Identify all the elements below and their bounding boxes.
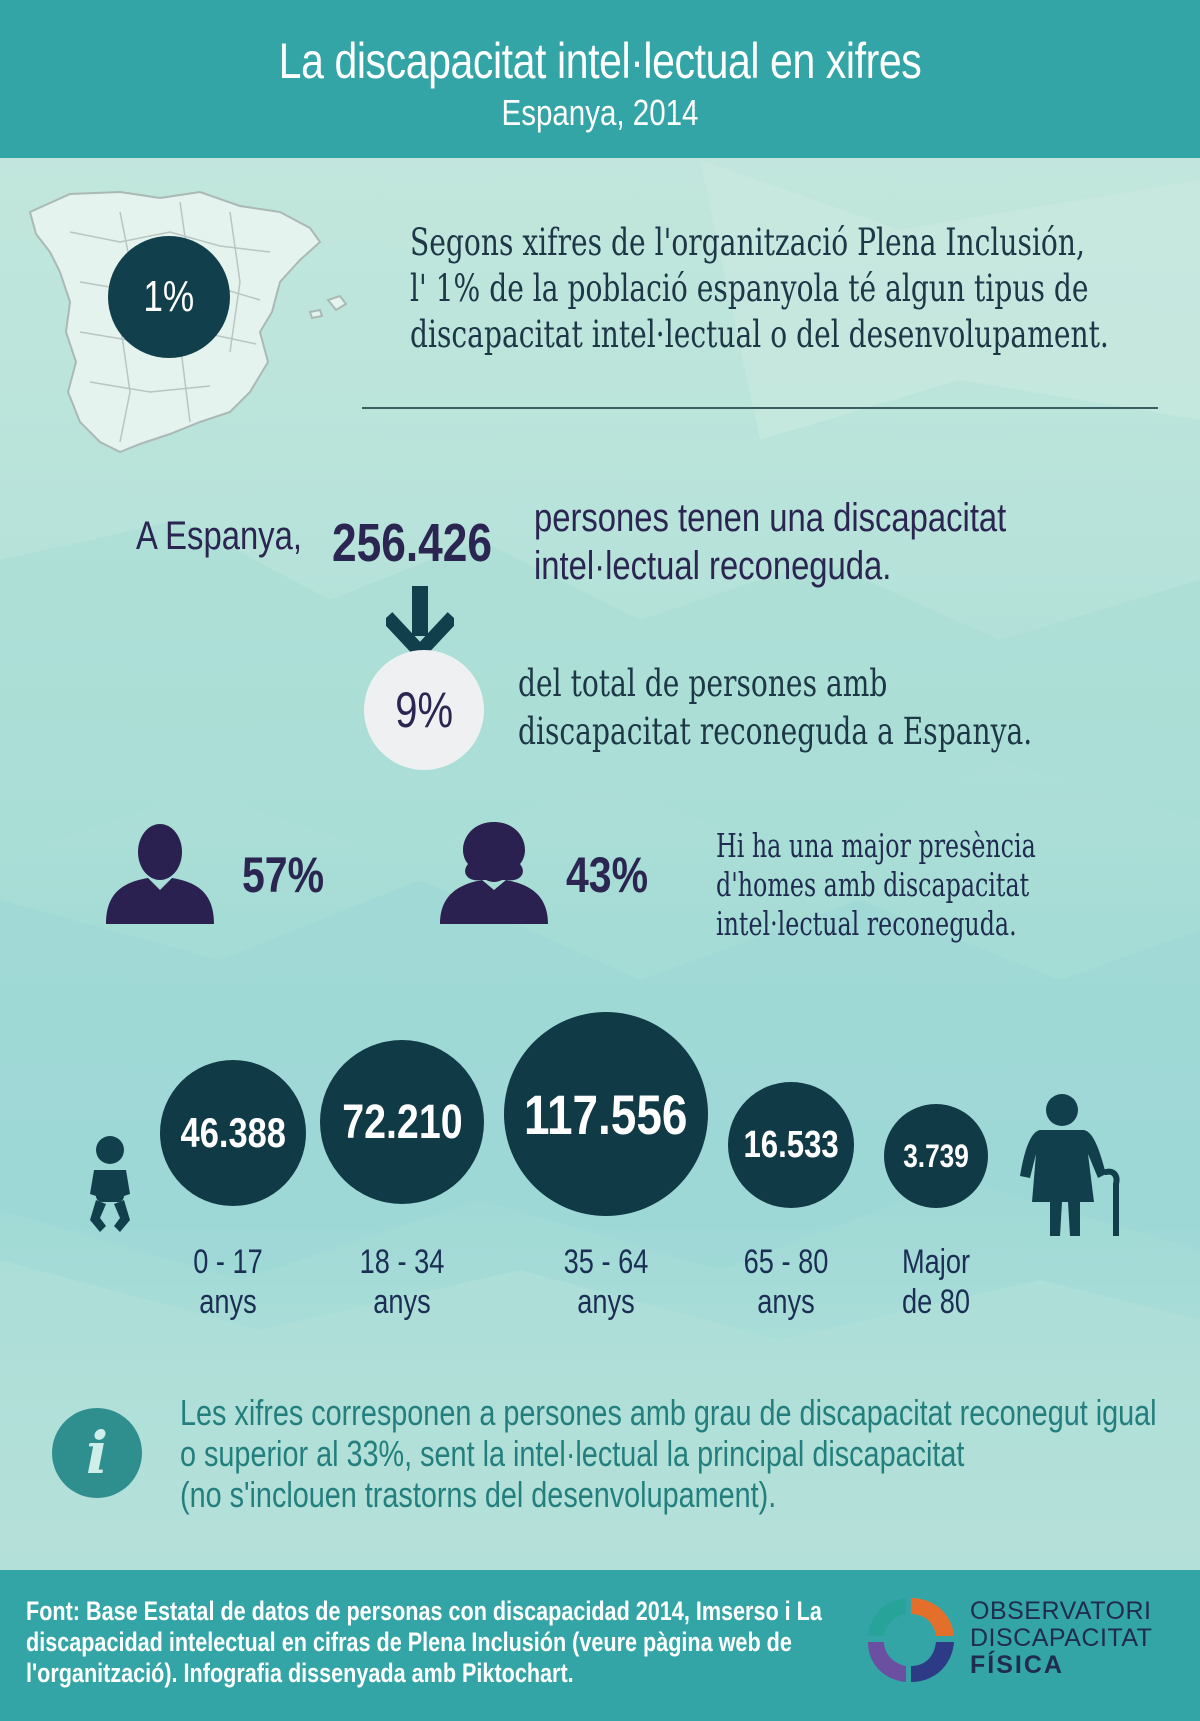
- gender-line: d'homes amb discapacitat: [716, 865, 1030, 904]
- age-circle-35-64: 117.556: [504, 1012, 708, 1216]
- page-subtitle: Espanya, 2014: [501, 92, 699, 133]
- note-line: Les xifres corresponen a persones amb gr…: [180, 1392, 1157, 1433]
- population-percent-circle: 1%: [108, 236, 230, 358]
- woman-icon: [440, 822, 548, 924]
- note-line: o superior al 33%, sent la intel·lectual…: [180, 1433, 965, 1474]
- age-circle-65-80: 16.533: [728, 1082, 854, 1208]
- age-range: 0 - 17: [193, 1243, 263, 1281]
- gender-line: intel·lectual reconeguda.: [716, 904, 1017, 943]
- age-range: 18 - 34: [359, 1243, 445, 1281]
- recognized-number: 256.426: [332, 513, 493, 573]
- age-circle-18-34: 72.210: [320, 1040, 484, 1204]
- age-unit: anys: [577, 1283, 635, 1321]
- footer: [0, 1570, 1200, 1721]
- age-value: 72.210: [341, 1095, 463, 1149]
- intro-line: l' 1% de la població espanyola té algun …: [410, 267, 1089, 310]
- share-percent-circle: 9%: [364, 650, 484, 770]
- share-percent: 9%: [395, 682, 453, 738]
- share-line: del total de persones amb: [518, 662, 888, 705]
- age-circle-over-80: 3.739: [884, 1104, 988, 1208]
- recognized-line: intel·lectual reconeguda.: [534, 544, 892, 588]
- recognized-line: persones tenen una discapacitat: [534, 496, 1007, 540]
- age-value: 3.739: [903, 1137, 969, 1174]
- note-line: (no s'inclouen trastorns del desenvolupa…: [180, 1474, 777, 1515]
- age-label-65-80: 65 - 80 anys: [706, 1242, 866, 1322]
- age-unit: de 80: [901, 1283, 971, 1321]
- age-unit: anys: [199, 1283, 257, 1321]
- age-value: 46.388: [180, 1109, 286, 1156]
- observatori-logo-icon: [868, 1598, 954, 1682]
- age-label-over-80: Major de 80: [856, 1242, 1016, 1322]
- info-icon: i: [52, 1408, 142, 1498]
- logo-text: OBSERVATORI DISCAPACITAT FÍSICA: [970, 1598, 1152, 1679]
- age-circle-0-17: 46.388: [160, 1060, 306, 1206]
- gender-line: Hi ha una major presència: [716, 826, 1036, 865]
- divider: [362, 407, 1158, 409]
- share-line: discapacitat reconeguda a Espanya.: [518, 710, 1033, 753]
- age-range: Major: [901, 1243, 971, 1281]
- logo-line: FÍSICA: [970, 1651, 1064, 1679]
- source-line: discapacidad intelectual en cifras de Pl…: [26, 1627, 792, 1657]
- age-unit: anys: [757, 1283, 815, 1321]
- elderly-woman-icon: [1020, 1094, 1120, 1236]
- women-percent: 43%: [566, 847, 649, 903]
- intro-line: Segons xifres de l'organització Plena In…: [410, 221, 1085, 264]
- population-percent: 1%: [143, 272, 195, 321]
- men-percent: 57%: [242, 847, 325, 903]
- share-text: del total de persones amb discapacitat r…: [518, 660, 1195, 756]
- age-range: 65 - 80: [743, 1243, 829, 1281]
- logo-line: DISCAPACITAT: [970, 1624, 1153, 1652]
- logo-line: OBSERVATORI: [970, 1597, 1152, 1625]
- source-line: l'organització). Infografia dissenyada a…: [26, 1658, 574, 1688]
- note-text: Les xifres corresponen a persones amb gr…: [180, 1392, 1200, 1515]
- age-value: 117.556: [524, 1082, 688, 1146]
- intro-text: Segons xifres de l'organització Plena In…: [410, 220, 1190, 358]
- age-unit: anys: [373, 1283, 431, 1321]
- intro-line: discapacitat intel·lectual o del desenvo…: [410, 313, 1109, 356]
- page-title: La discapacitat intel·lectual en xifres: [278, 33, 922, 89]
- age-label-0-17: 0 - 17 anys: [148, 1242, 308, 1322]
- source-line: Font: Base Estatal de datos de personas …: [26, 1596, 822, 1626]
- baby-icon: [90, 1136, 130, 1232]
- gender-text: Hi ha una major presència d'homes amb di…: [716, 826, 1160, 943]
- age-label-18-34: 18 - 34 anys: [322, 1242, 482, 1322]
- recognized-text: persones tenen una discapacitat intel·le…: [534, 494, 1110, 590]
- recognized-prefix: A Espanya,: [136, 514, 302, 558]
- source-text: Font: Base Estatal de datos de personas …: [26, 1596, 1021, 1689]
- age-value: 16.533: [743, 1123, 839, 1166]
- man-icon: [106, 824, 214, 924]
- age-range: 35 - 64: [563, 1243, 649, 1281]
- age-label-35-64: 35 - 64 anys: [526, 1242, 686, 1322]
- header: La discapacitat intel·lectual en xifres …: [0, 0, 1200, 158]
